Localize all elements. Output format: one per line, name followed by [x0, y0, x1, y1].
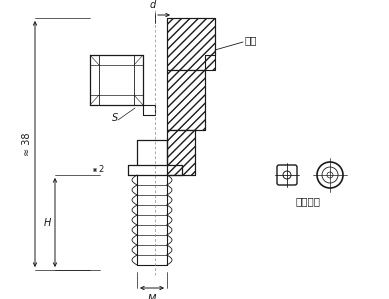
Text: H: H [44, 217, 51, 228]
Text: M: M [148, 294, 156, 299]
Bar [167, 130, 195, 175]
Text: S: S [112, 113, 118, 123]
Text: 卡套: 卡套 [245, 35, 258, 45]
Text: d: d [150, 0, 156, 10]
Text: ≈ 38: ≈ 38 [22, 132, 32, 156]
Text: 2: 2 [98, 166, 103, 175]
Text: 固定卡套: 固定卡套 [296, 196, 321, 206]
Bar [167, 18, 215, 70]
Bar [167, 70, 205, 130]
